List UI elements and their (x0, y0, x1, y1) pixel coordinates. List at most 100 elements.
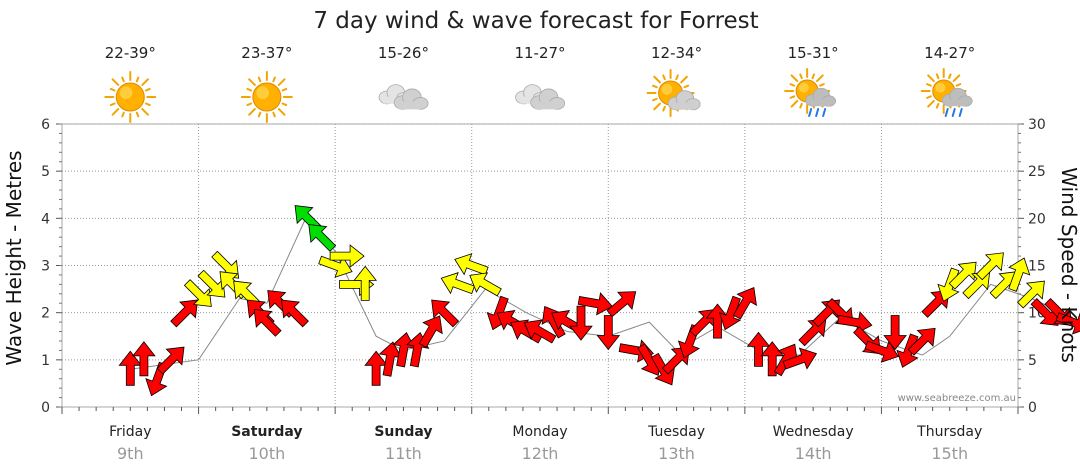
sun-ray (272, 76, 276, 83)
wind-arrow-shape (718, 295, 742, 331)
wind-arrow (569, 305, 593, 341)
sun-ray (135, 111, 140, 118)
chart-title: 7 day wind & wave forecast for Forrest (313, 8, 758, 34)
sun-icon (240, 71, 293, 123)
wind-arrow (308, 224, 337, 252)
wind-arrow (454, 253, 489, 276)
wind-arrow-shape (760, 341, 785, 377)
day-headers: 22-39° Friday 9th 23-37° Saturday 10th 15-26° S… (104, 44, 982, 463)
wind-arrow-shape (469, 272, 502, 297)
wind-arrow-shape (353, 265, 378, 301)
day-name: Thursday (916, 424, 982, 440)
sun-ray (246, 102, 253, 107)
wind-arrow-shape (170, 299, 199, 328)
sun-ray (653, 102, 661, 111)
left-tick-label: 0 (41, 400, 50, 416)
sun-ray (653, 75, 661, 84)
sun-ray (277, 78, 286, 86)
rain-drop (822, 108, 827, 117)
wind-arrow (440, 272, 476, 295)
sun-ray (144, 87, 151, 92)
rain-drop (951, 108, 956, 117)
wind-arrow-shape (308, 224, 337, 252)
wind-arrow-shape (1008, 257, 1031, 292)
wind-arrow-shape (418, 315, 443, 348)
wind-arrow (183, 279, 212, 307)
wind-arrow-shape (864, 340, 899, 363)
day-date: 11th (385, 444, 422, 463)
wind-arrow-shape (732, 287, 757, 320)
sun-ray (948, 73, 952, 80)
sun-ray (141, 78, 149, 86)
sun-ray (819, 83, 825, 87)
wind-arrow (883, 315, 907, 351)
sun-ray (144, 102, 151, 107)
sun-ray (111, 78, 120, 86)
sun-ray (257, 111, 262, 118)
wind-arrow-shape (253, 308, 282, 337)
day-temperature: 11-27° (514, 44, 565, 62)
sun-ray (790, 99, 799, 108)
day-name: Monday (512, 424, 567, 440)
cloud-base (397, 101, 424, 110)
sun-ray (683, 84, 690, 89)
wind-arrow (1016, 280, 1045, 309)
sun-ray (135, 76, 140, 83)
rain-drop (958, 108, 963, 117)
rain-drop (944, 108, 949, 117)
sun-ray (926, 95, 932, 99)
sun-highlight (661, 84, 673, 95)
wind-arrow (948, 261, 977, 290)
wind-arrow (353, 265, 378, 301)
sun-ray (790, 74, 799, 83)
wind-arrow-shape (782, 347, 818, 370)
right-tick-label: 15 (1028, 259, 1046, 275)
sun-ray (935, 73, 940, 80)
sun-ray (926, 83, 932, 87)
rain-drop (808, 108, 813, 117)
sun-ray (662, 105, 666, 112)
sun-ray (281, 87, 288, 92)
sun-icon (104, 71, 157, 123)
sun-ray (680, 75, 688, 84)
wind-arrow (156, 346, 185, 375)
right-tick-label: 5 (1028, 353, 1037, 369)
left-tick-label: 4 (41, 211, 50, 227)
day-name: Friday (109, 424, 151, 440)
day-temperature: 14-27° (924, 44, 975, 62)
left-tick-label: 2 (41, 306, 50, 322)
sun-ray (675, 74, 679, 81)
sun-highlight (798, 82, 809, 93)
wind-arrow-shape (606, 291, 637, 318)
sun-highlight (935, 82, 946, 93)
wind-arrow (329, 244, 365, 268)
sun-ray (799, 73, 803, 80)
day-date: 14th (795, 444, 832, 463)
rain-icon (784, 68, 837, 117)
day-temperature: 22-39° (105, 44, 156, 62)
wind-arrow-shape (329, 244, 365, 268)
sun-ray (109, 87, 116, 92)
sun-highlight (256, 86, 269, 100)
wind-arrow (281, 299, 309, 328)
day-name: Saturday (231, 424, 302, 440)
sun-ray (955, 83, 962, 87)
left-tick-label: 6 (41, 117, 50, 133)
wind-arrow (523, 319, 557, 344)
day-date: 10th (248, 444, 285, 463)
wind-arrow (937, 267, 960, 302)
sun-ray (141, 108, 149, 116)
sun-ray (935, 102, 940, 109)
wind-arrow (577, 292, 613, 316)
cloud-base (534, 101, 560, 110)
watermark: www.seabreeze.com.au (898, 393, 1016, 404)
sun-ray (799, 102, 803, 109)
cloud-base (671, 102, 696, 110)
day-date: 13th (658, 444, 695, 463)
sun-ray (109, 102, 116, 107)
wind-arrow (418, 315, 443, 348)
wind-arrow-shape (431, 299, 460, 328)
wind-arrow-shape (1016, 280, 1045, 309)
sun-ray (272, 111, 276, 118)
wind-arrow (132, 341, 156, 377)
